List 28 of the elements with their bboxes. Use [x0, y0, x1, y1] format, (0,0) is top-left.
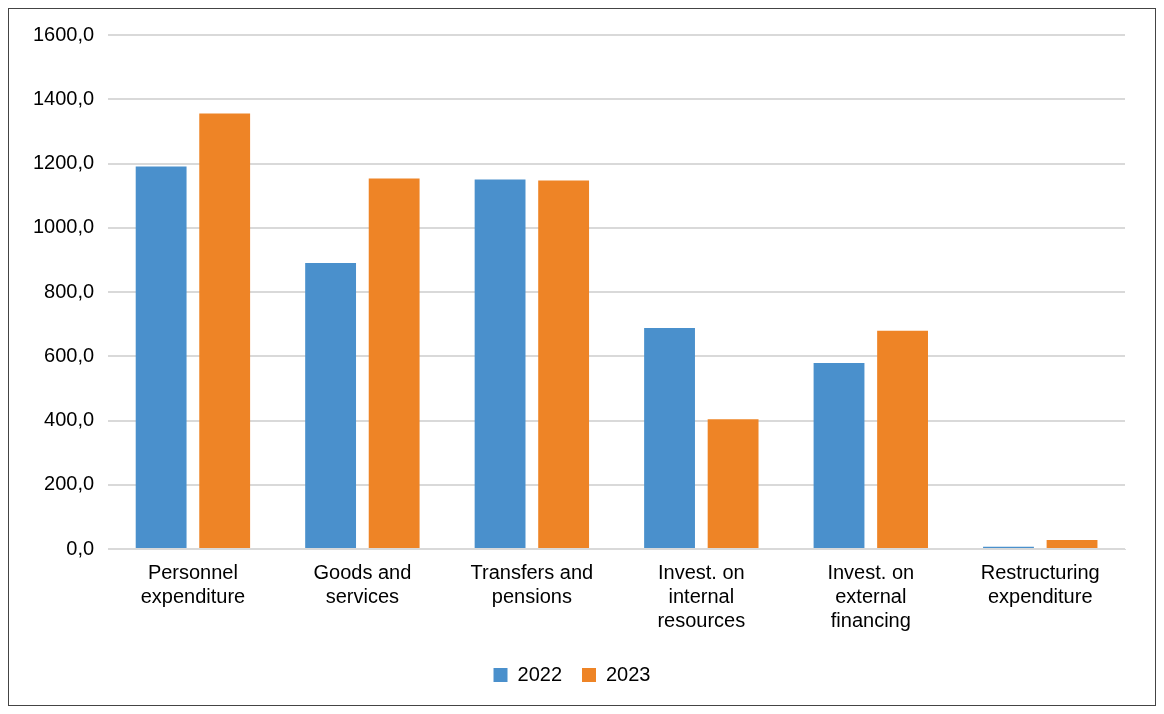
y-tick-label: 600,0 [44, 343, 95, 366]
bar [538, 180, 590, 548]
legend-label: 2023 [606, 662, 651, 685]
x-tick-label: Restructuring expenditure [980, 560, 1100, 607]
bar [474, 179, 526, 548]
y-tick-label: 1400,0 [33, 86, 95, 109]
x-tick-label: Transfers and pensions [470, 560, 594, 607]
y-tick-label: 200,0 [44, 472, 95, 495]
y-tick-label: 1600,0 [33, 22, 95, 45]
x-tick-label: Personnel expenditure [140, 560, 246, 607]
bar [305, 263, 357, 548]
y-tick-label: 1000,0 [33, 215, 95, 238]
legend-label: 2022 [517, 662, 563, 685]
y-tick-label: 1200,0 [33, 151, 95, 174]
x-tick-label: Invest. on internal resources [657, 560, 746, 631]
bar [644, 327, 695, 548]
y-tick-label: 800,0 [44, 279, 95, 302]
y-tick-label: 0,0 [66, 536, 95, 559]
bar [135, 166, 187, 548]
x-tick-label: Invest. on external financing [827, 560, 915, 631]
bar [368, 178, 420, 548]
bar [1046, 540, 1098, 548]
bar [199, 113, 251, 548]
y-tick-label: 400,0 [44, 408, 95, 431]
bar [813, 363, 865, 548]
x-tick-label: Goods and services [313, 560, 412, 607]
bar [877, 330, 928, 548]
bar [707, 419, 759, 548]
